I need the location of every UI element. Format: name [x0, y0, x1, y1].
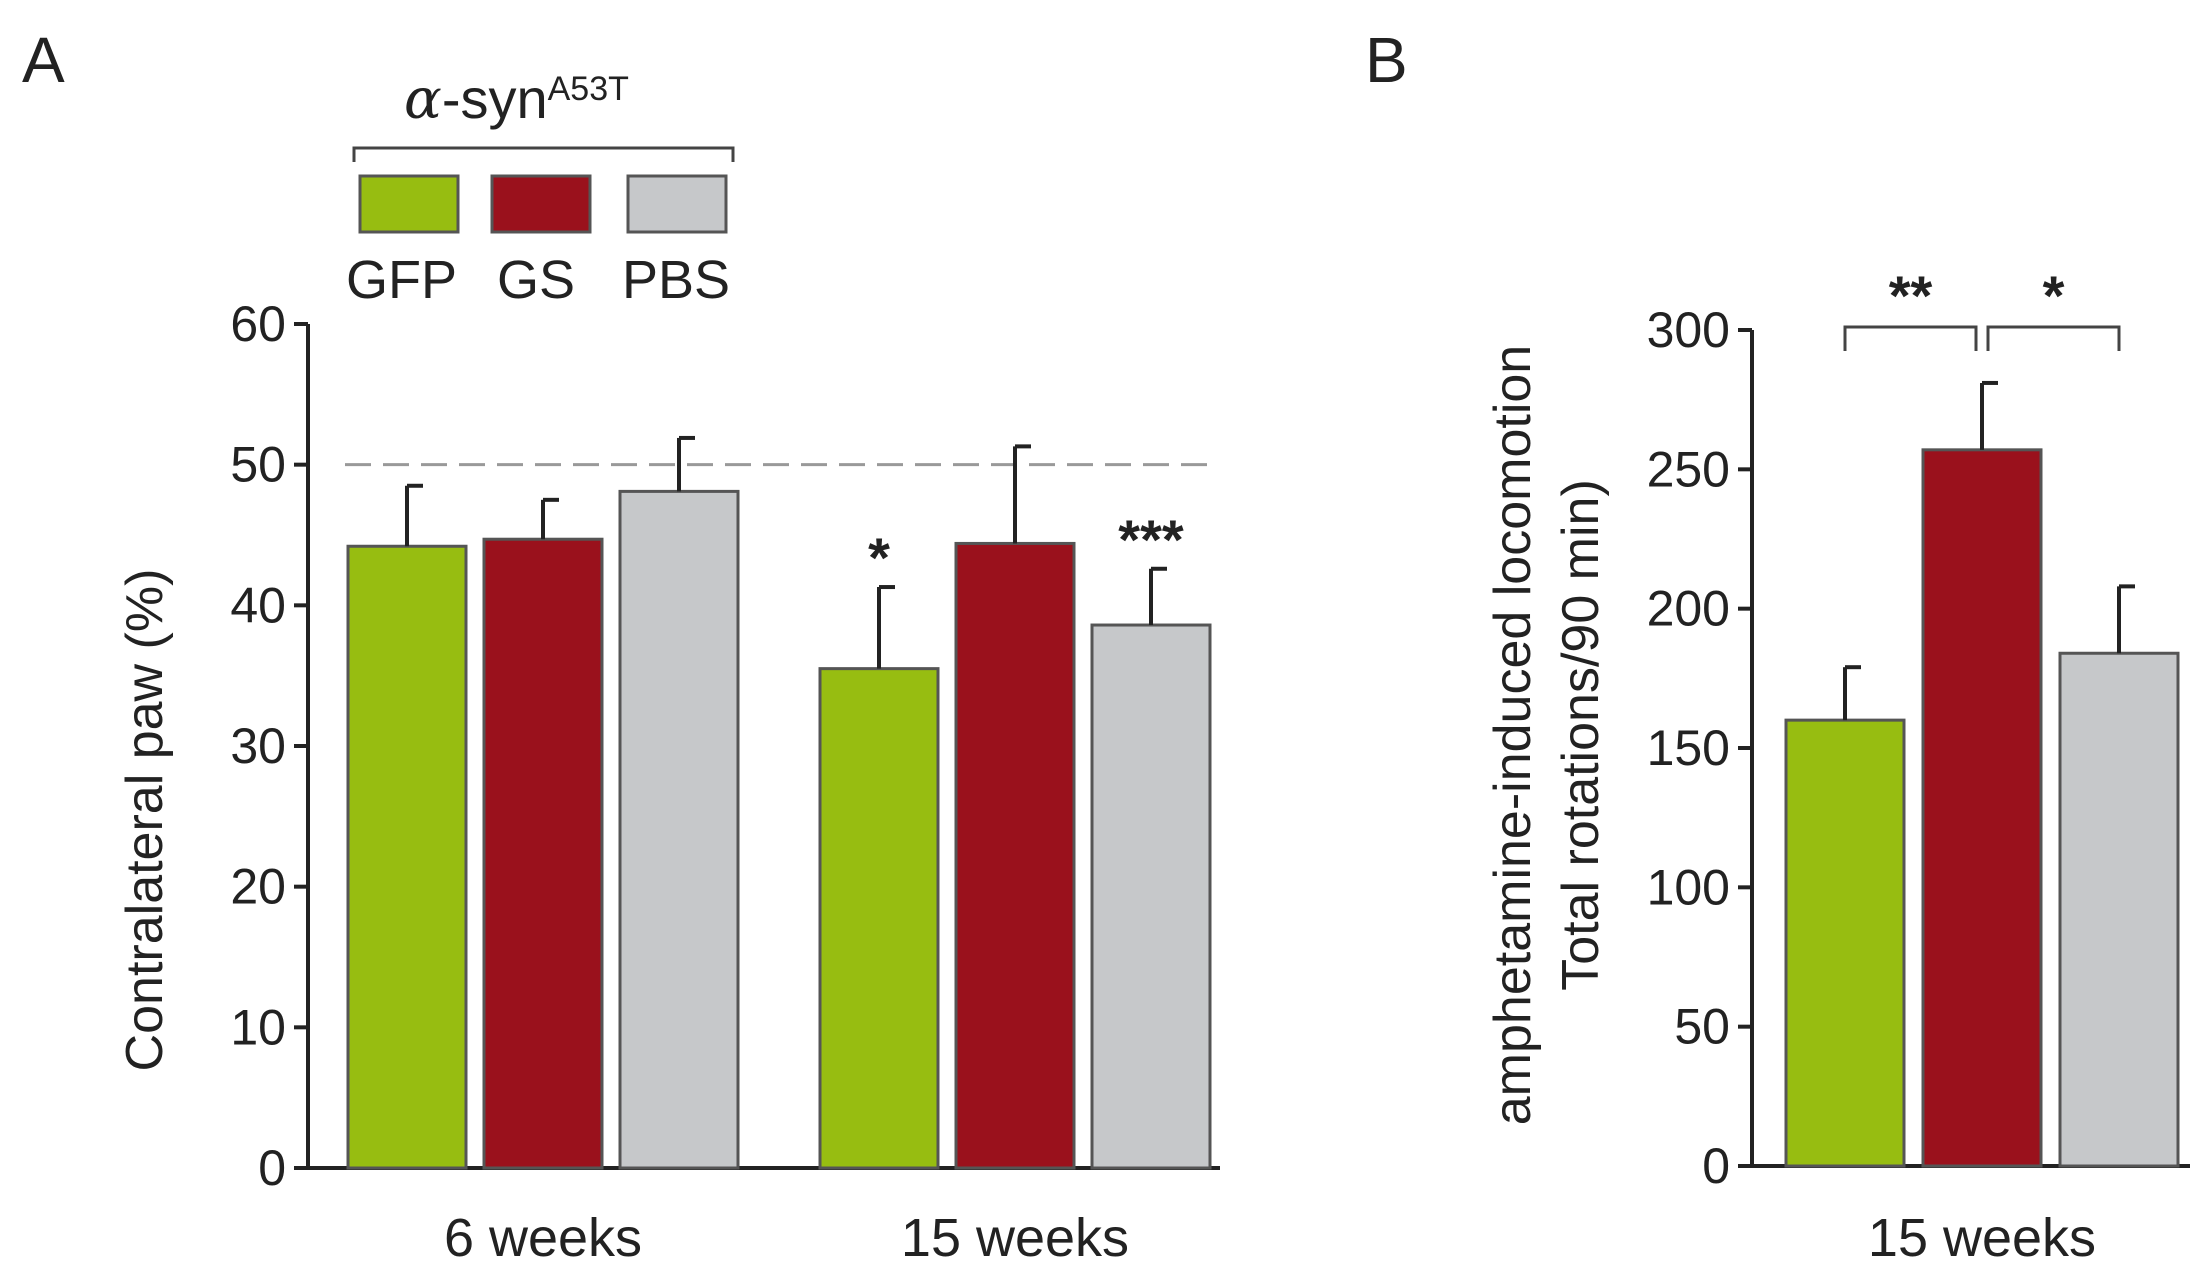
legend-label-pbs: PBS — [622, 250, 730, 310]
legend-title-sup: A53T — [548, 70, 629, 108]
legend-bracket — [352, 146, 735, 162]
panel-a-y-tick-label: 50 — [230, 437, 286, 493]
panel-a-bar-pbs — [618, 489, 740, 1170]
panel-b-letter: B — [1365, 24, 1408, 96]
panel-b-y-tick-label: 100 — [1647, 859, 1730, 915]
panel-b-x-category-label: 15 weeks — [1868, 1208, 2096, 1268]
panel-b-significance-marker: * — [2043, 264, 2065, 327]
panel-b-significance-marker: ** — [1889, 264, 1933, 327]
panel-a-y-tick-label: 30 — [230, 718, 286, 774]
panel-a-y-axis-label: Contralateral paw (%) — [116, 569, 174, 1072]
panel-a-y-tick-label: 40 — [230, 577, 286, 633]
panel-a-bar-gfp — [818, 667, 940, 1170]
panel-b-bar-gs — [1921, 448, 2043, 1168]
panel-b-y-tick-label: 150 — [1647, 720, 1730, 776]
panel-a-significance-marker: *** — [1118, 508, 1184, 571]
legend-title-greek: α — [404, 67, 442, 132]
panel-a: A α-synA53T GFP GS PBS Contralateral paw… — [22, 24, 1220, 1268]
panel-a-significance-marker: * — [868, 526, 890, 589]
panel-b-y-tick-label: 0 — [1702, 1138, 1730, 1194]
panel-b-bar-pbs — [2058, 651, 2180, 1168]
panel-a-x-category-label: 6 weeks — [444, 1208, 642, 1268]
panel-a-bar-gfp — [346, 544, 468, 1170]
panel-a-x-category-label: 15 weeks — [901, 1208, 1129, 1268]
panel-a-bar-pbs — [1090, 623, 1212, 1170]
panel-a-letter: A — [22, 24, 65, 96]
panel-b-y-tick-label: 250 — [1647, 441, 1730, 497]
legend-title: α-synA53T — [404, 67, 629, 132]
legend-swatch-gs — [490, 174, 592, 234]
panel-a-bar-gs — [482, 537, 604, 1170]
panel-b-y-tick-label: 300 — [1647, 302, 1730, 358]
panel-b-y-tick-label: 50 — [1674, 999, 1730, 1055]
legend-swatch-gfp — [358, 174, 460, 234]
panel-b-significance-bracket — [1843, 325, 1978, 351]
panel-b-y-axis-label-line2: Total rotations/90 min) — [1552, 479, 1610, 991]
legend-label-gfp: GFP — [346, 250, 457, 310]
panel-a-y-tick-label: 60 — [230, 296, 286, 352]
panel-a-y-tick-label: 20 — [230, 859, 286, 915]
panel-b-y-tick-label: 200 — [1647, 581, 1730, 637]
panel-a-y-tick-label: 10 — [230, 999, 286, 1055]
legend-title-main: -syn — [442, 67, 548, 130]
legend: α-synA53T GFP GS PBS — [346, 67, 735, 310]
panel-a-bar-gs — [954, 541, 1076, 1170]
legend-label-gs: GS — [497, 250, 575, 310]
panel-a-y-tick-label: 0 — [258, 1140, 286, 1196]
panel-b-bar-gfp — [1784, 718, 1906, 1168]
panel-b: B amphetamine-induced locomotion Total r… — [1365, 24, 2190, 1268]
panel-b-significance-bracket — [1986, 325, 2121, 351]
legend-swatch-pbs — [626, 174, 728, 234]
panel-b-y-axis-label-line1: amphetamine-induced locomotion — [1484, 345, 1542, 1125]
